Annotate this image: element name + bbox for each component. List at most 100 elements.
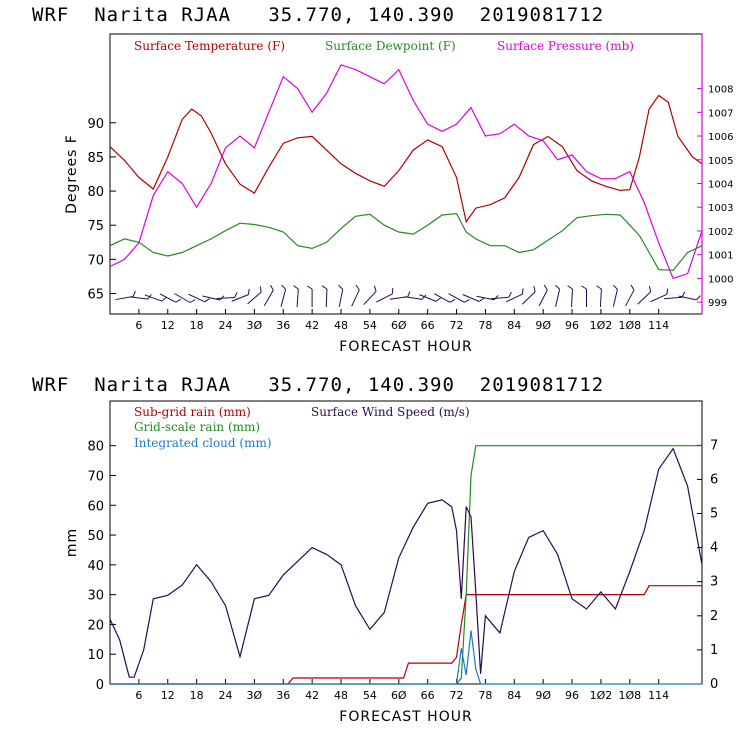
wind-barb-flag <box>696 295 701 301</box>
wind-barb-shaft <box>419 294 437 302</box>
top-xtick-label: 54 <box>363 319 377 332</box>
wind-barb-shaft <box>144 294 162 302</box>
bottom-series-grid-scale-rain-mm <box>110 445 702 685</box>
wind-barb-shaft <box>571 288 573 308</box>
wind-barb <box>625 284 635 307</box>
top-xtick-label: 1Ø2 <box>590 319 613 332</box>
wind-barb <box>351 284 360 307</box>
wind-barb-shaft <box>247 291 262 305</box>
wind-barb-shaft <box>448 293 465 303</box>
bottom-ytick-label: 10 <box>87 648 104 663</box>
wind-barb-shaft <box>505 293 523 303</box>
bottom-legend-item: Integrated cloud (mm) <box>134 436 272 450</box>
top-xtick-label: 6Ø <box>391 319 407 332</box>
wind-barb-flag <box>630 284 635 291</box>
wind-barb-shaft <box>678 295 697 301</box>
top-xtick-label: 24 <box>219 319 233 332</box>
bottom-y2tick-label: 1 <box>710 643 718 658</box>
top-y2tick-label: 1001 <box>708 251 733 262</box>
wind-barb-shaft <box>555 289 561 307</box>
wind-barb-flag <box>612 284 618 290</box>
bottom-ytick-label: 50 <box>87 529 104 544</box>
top-y2tick-label: 999 <box>708 298 727 309</box>
wind-barb-flag <box>464 299 470 303</box>
top-plot-frame <box>109 33 703 315</box>
bottom-y2tick-label: 2 <box>710 609 718 624</box>
top-legend-item: Surface Dewpoint (F) <box>325 39 456 53</box>
wind-barb <box>555 284 561 307</box>
bottom-xtick-label: 72 <box>450 689 464 702</box>
top-xtick-label: 78 <box>478 319 492 332</box>
top-xtick-label: 6 <box>135 319 142 332</box>
top-series-surface-pressure-mb <box>109 64 703 280</box>
wind-barb-flag <box>567 285 573 290</box>
wind-barb <box>188 293 210 303</box>
wind-barb-flag <box>270 284 274 291</box>
wind-barb-shaft <box>637 291 652 305</box>
wind-barb <box>650 288 669 303</box>
wind-barb-flag <box>449 299 456 303</box>
top-ylabel: Degrees F <box>64 134 80 214</box>
bottom-y2tick-label: 4 <box>710 541 718 556</box>
wind-barb <box>476 295 499 301</box>
bottom-xtick-label: 42 <box>305 689 319 702</box>
wind-barb-shaft <box>351 289 360 307</box>
wind-barb-shaft <box>231 294 249 302</box>
bottom-series-integrated-cloud-mm <box>110 630 702 685</box>
top-y2tick-label: 1008 <box>708 85 733 96</box>
top-xtick-label: 3Ø <box>247 319 263 332</box>
wind-barb-shaft <box>625 289 635 307</box>
wind-barb-shaft <box>280 289 287 307</box>
wind-barb-flag <box>321 285 328 290</box>
wind-barb-shaft <box>376 293 393 303</box>
wind-barb <box>363 285 377 305</box>
wind-barb-shaft <box>202 295 220 301</box>
wind-barb-flag <box>306 285 313 290</box>
wind-barb-flag <box>435 297 442 302</box>
bottom-xtick-label: 36 <box>276 689 290 702</box>
top-xtick-label: 1Ø8 <box>618 319 641 332</box>
bottom-xtick-label: 9Ø <box>535 689 551 702</box>
wind-barb-flag <box>596 285 602 290</box>
wind-barb-flag <box>247 288 250 295</box>
top-xlabel: FORECAST HOUR <box>339 339 472 355</box>
wind-barb-flag <box>666 288 669 295</box>
bottom-xtick-label: 1Ø8 <box>618 689 641 702</box>
wind-barb-shaft <box>363 291 377 305</box>
wind-barb <box>115 290 136 301</box>
wind-barb <box>581 285 587 307</box>
wind-barb-flag <box>293 285 299 290</box>
top-series-surface-temperature-f <box>109 94 703 224</box>
wind-barb-flag <box>189 299 196 303</box>
wind-barb <box>462 294 485 302</box>
top-y2tick-label: 1003 <box>708 203 733 214</box>
wind-barb-flag <box>493 295 499 301</box>
top-legend-item: Surface Temperature (F) <box>134 39 285 53</box>
top-ytick-label: 70 <box>87 253 104 268</box>
wind-barb <box>678 295 701 301</box>
wind-barb-flag <box>281 284 286 290</box>
wind-barb <box>293 285 299 308</box>
bottom-xtick-label: 6 <box>135 689 142 702</box>
wind-barb-flag <box>355 284 360 291</box>
wind-barb-shaft <box>612 289 618 307</box>
wind-barb-flag <box>555 284 560 290</box>
top-xtick-label: 96 <box>565 319 579 332</box>
wind-barb <box>664 291 686 300</box>
wind-barb-flag <box>204 298 210 303</box>
top-xtick-label: 84 <box>507 319 521 332</box>
wind-barb-shaft <box>159 293 176 303</box>
bottom-xtick-label: 18 <box>190 689 204 702</box>
wind-barb-shaft <box>664 296 683 300</box>
bottom-ytick-label: 60 <box>87 499 104 514</box>
bottom-series-surface-wind-speed-m-s <box>109 447 703 678</box>
wind-barb-shaft <box>433 293 451 303</box>
wind-barb-flag <box>421 294 427 300</box>
wind-barb-shaft <box>325 288 328 308</box>
bottom-xtick-label: 12 <box>161 689 175 702</box>
bottom-xtick-label: 24 <box>219 689 233 702</box>
top-xtick-label: 72 <box>450 319 464 332</box>
wind-barb-flag <box>533 285 536 292</box>
wind-barb-flag <box>391 288 394 294</box>
